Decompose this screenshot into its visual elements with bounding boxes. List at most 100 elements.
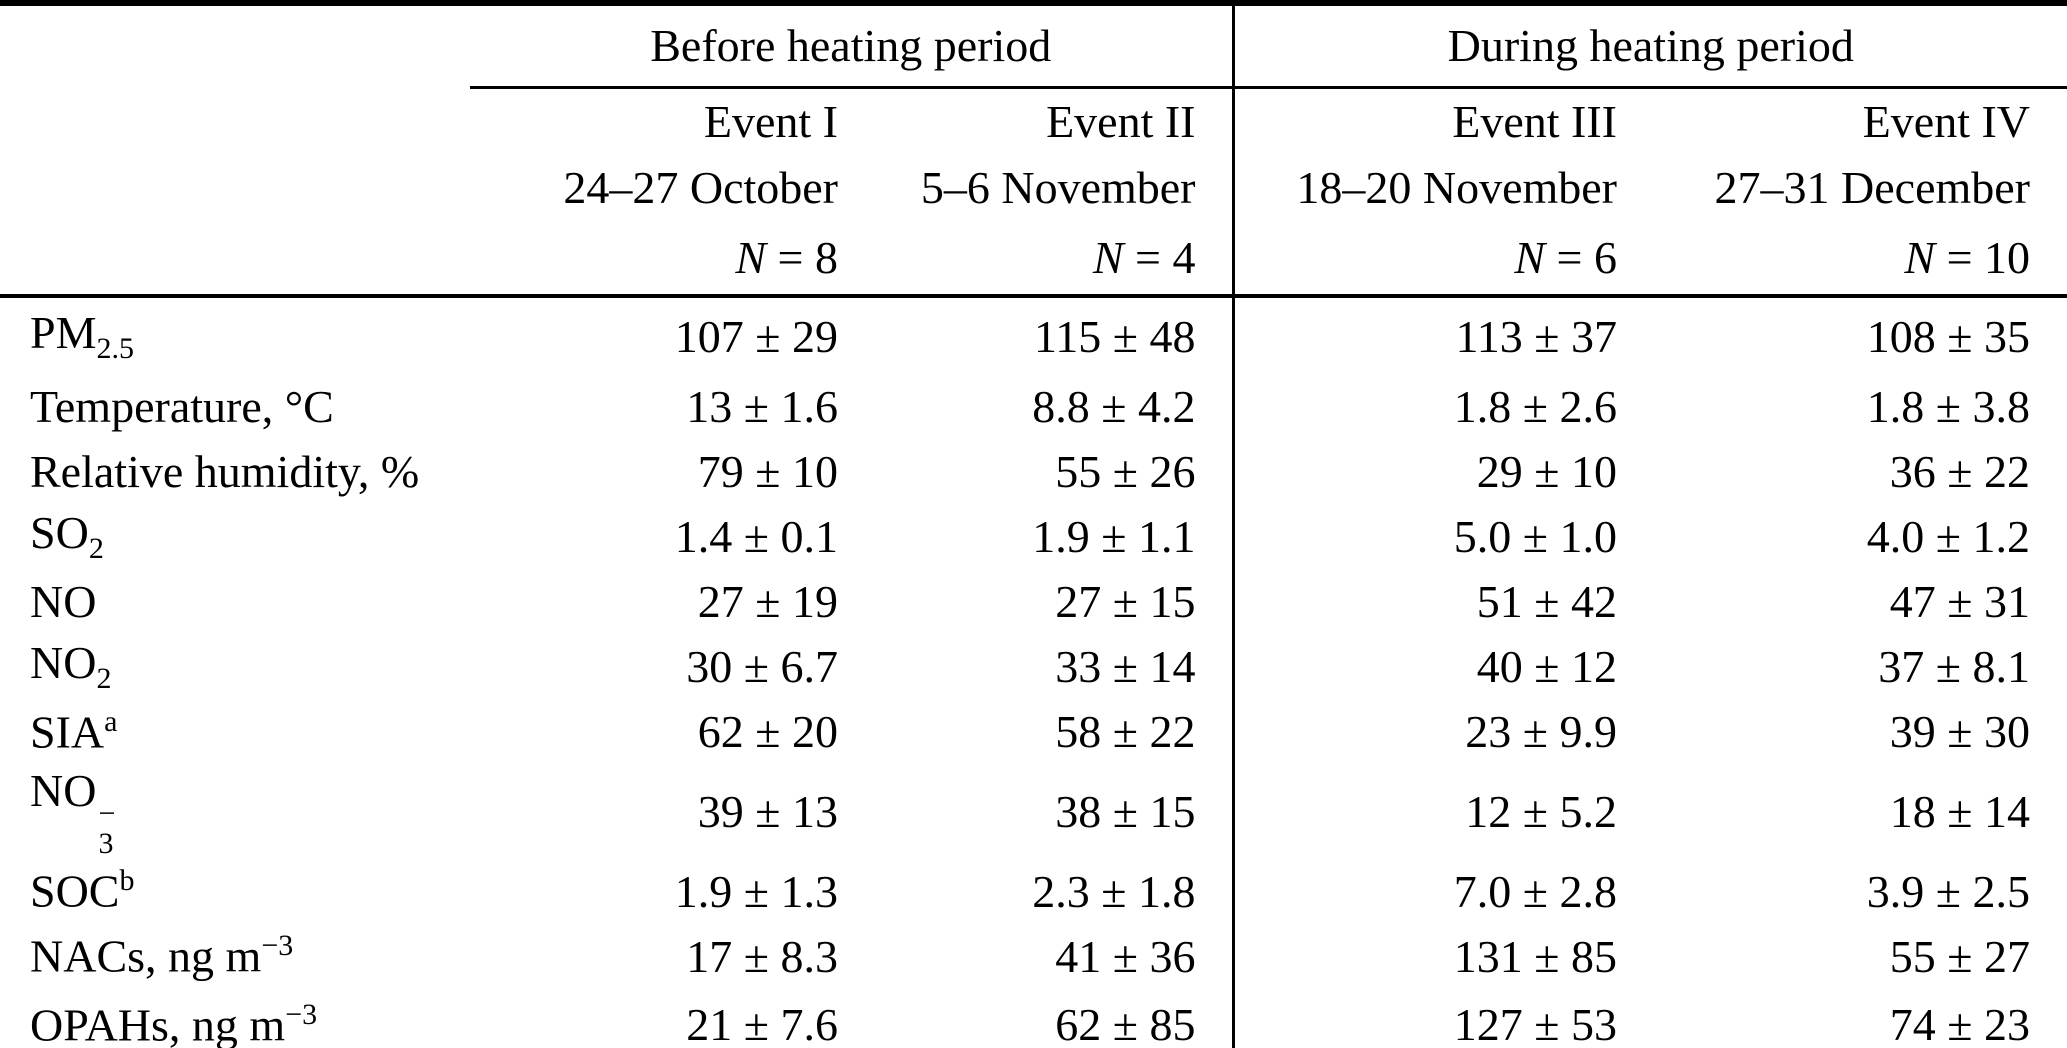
- value-cell: 33 ± 14: [1055, 641, 1196, 692]
- n-symbol: N: [1904, 231, 1936, 283]
- value-cell: 74 ± 23: [1889, 998, 2031, 1048]
- group-header-before: Before heating period: [470, 3, 1233, 89]
- table-row-opahs: OPAHs, ng m−3 21 ± 7.6 62 ± 85 127 ± 53 …: [0, 988, 2067, 1048]
- value-cell: 36 ± 22: [1889, 446, 2031, 497]
- value-cell: 23 ± 9.9: [1231, 699, 1653, 764]
- row-label: NO −3: [0, 764, 470, 859]
- superscript-footnote-b: b: [119, 864, 135, 898]
- event-4-n: N = 10: [1653, 220, 2067, 298]
- group-header-during: During heating period: [1231, 3, 2067, 89]
- event-dates-row: 24–27 October 5–6 November 18–20 Novembe…: [0, 154, 2067, 220]
- value-cell: 55 ± 26: [1055, 446, 1196, 497]
- value-cell: 127 ± 53: [1231, 988, 1653, 1048]
- value-cell: 39 ± 13: [697, 785, 838, 837]
- table-row-nacs: NACs, ng m−3 17 ± 8.3 41 ± 36 131 ± 85 5…: [0, 923, 2067, 989]
- row-label: NO2: [0, 634, 470, 699]
- row-label-text: NO: [30, 637, 97, 689]
- row-label-text: SIA: [30, 706, 105, 758]
- row-label-text: NO: [30, 576, 97, 627]
- table-row-no2: NO2 30 ± 6.7 33 ± 14 40 ± 12 37 ± 8.1: [0, 634, 2067, 699]
- value-cell: 113 ± 37: [1231, 296, 1653, 374]
- n-symbol: N: [1514, 231, 1546, 283]
- table-row-relative-humidity: Relative humidity, % 79 ± 10 55 ± 26 29 …: [0, 439, 2067, 504]
- row-label-text: Temperature, °C: [30, 381, 334, 432]
- row-label-text: NO: [30, 765, 97, 816]
- row-label: Temperature, °C: [0, 374, 470, 439]
- value-cell: 47 ± 31: [1889, 576, 2031, 627]
- row-label: SOCb: [0, 859, 470, 924]
- table-row-sia: SIAa 62 ± 20 58 ± 22 23 ± 9.9 39 ± 30: [0, 699, 2067, 764]
- n-value: = 6: [1545, 231, 1617, 283]
- superscript-exponent: −3: [261, 929, 294, 963]
- event-3-header: Event III: [1231, 87, 1653, 154]
- value-cell: 12 ± 5.2: [1231, 764, 1653, 859]
- table-row-so2: SO2 1.4 ± 0.1 1.9 ± 1.1 5.0 ± 1.0 4.0 ± …: [0, 504, 2067, 569]
- sample-count-row: N = 8 N = 4 N = 6 N = 10: [0, 220, 2067, 298]
- event-1-header: Event I: [703, 95, 838, 147]
- value-cell: 1.8 ± 3.8: [1866, 381, 2031, 432]
- value-cell: 79 ± 10: [697, 446, 838, 497]
- table-row-no3: NO −3 39 ± 13 38 ± 15 12 ± 5.2 18 ± 14: [0, 764, 2067, 859]
- row-label-text: Relative humidity, %: [30, 446, 420, 497]
- row-label-text: SO: [30, 507, 89, 559]
- row-label-text: PM: [30, 306, 97, 358]
- value-cell: 62 ± 85: [1055, 998, 1196, 1048]
- value-cell: 1.4 ± 0.1: [674, 511, 838, 562]
- value-cell: 7.0 ± 2.8: [1231, 858, 1653, 924]
- table-body: PM2.5 107 ± 29 115 ± 48 113 ± 37 108 ± 3…: [0, 296, 2067, 1048]
- value-cell: 2.3 ± 1.8: [1032, 865, 1196, 917]
- n-symbol: N: [1092, 231, 1124, 283]
- event-4-dates: 27–31 December: [1714, 161, 2031, 213]
- superscript-footnote-a: a: [104, 704, 118, 738]
- event-name-row: Event I Event II Event III Event IV: [0, 87, 2067, 154]
- row-label: PM2.5: [0, 296, 470, 374]
- table-row-soc: SOCb 1.9 ± 1.3 2.3 ± 1.8 7.0 ± 2.8 3.9 ±…: [0, 858, 2067, 924]
- n-value: = 4: [1123, 231, 1196, 283]
- value-cell: 27 ± 19: [697, 576, 838, 627]
- n-value: = 10: [1935, 231, 2031, 283]
- n-value: = 8: [766, 231, 838, 283]
- value-cell: 131 ± 85: [1231, 923, 1653, 989]
- value-cell: 4.0 ± 1.2: [1866, 511, 2031, 562]
- value-cell: 40 ± 12: [1231, 634, 1653, 699]
- empty-cell: [0, 87, 470, 154]
- row-label: NACs, ng m−3: [0, 924, 470, 989]
- empty-cell: [0, 220, 470, 298]
- value-cell: 8.8 ± 4.2: [1032, 381, 1196, 432]
- table-row-temperature: Temperature, °C 13 ± 1.6 8.8 ± 4.2 1.8 ±…: [0, 374, 2067, 439]
- value-cell: 17 ± 8.3: [686, 930, 838, 982]
- value-cell: 37 ± 8.1: [1878, 641, 2031, 692]
- empty-corner-cell: [0, 3, 470, 87]
- value-cell: 29 ± 10: [1231, 439, 1653, 504]
- value-cell: 107 ± 29: [674, 310, 838, 362]
- value-cell: 1.9 ± 1.3: [674, 865, 838, 917]
- event-1-n: N = 8: [470, 220, 850, 298]
- group-header-row: Before heating period During heating per…: [0, 3, 2067, 89]
- subscript: 2.5: [96, 332, 134, 366]
- value-cell: 3.9 ± 2.5: [1866, 865, 2031, 917]
- n-symbol: N: [735, 231, 767, 283]
- value-cell: 13 ± 1.6: [686, 381, 838, 432]
- superscript-exponent: −3: [285, 997, 318, 1031]
- subscript-3: 3: [98, 826, 114, 860]
- value-cell: 108 ± 35: [1866, 310, 2031, 362]
- subscript: 2: [88, 532, 104, 566]
- empty-cell: [0, 154, 470, 220]
- value-cell: 41 ± 36: [1055, 930, 1196, 982]
- table-header: Before heating period During heating per…: [0, 3, 2067, 298]
- event-1-dates: 24–27 October: [563, 161, 838, 213]
- value-cell: 18 ± 14: [1889, 785, 2031, 837]
- value-cell: 1.9 ± 1.1: [1032, 511, 1196, 562]
- value-cell: 1.8 ± 2.6: [1231, 374, 1653, 439]
- value-cell: 5.0 ± 1.0: [1231, 504, 1653, 569]
- event-3-dates: 18–20 November: [1231, 154, 1653, 220]
- row-label: OPAHs, ng m−3: [0, 989, 470, 1048]
- row-label-text: SOC: [30, 865, 120, 917]
- value-cell: 38 ± 15: [1055, 785, 1196, 837]
- row-label: SIAa: [0, 699, 470, 764]
- event-4-header: Event IV: [1862, 95, 2031, 147]
- value-cell: 115 ± 48: [1033, 310, 1196, 362]
- subscript: 2: [96, 662, 112, 696]
